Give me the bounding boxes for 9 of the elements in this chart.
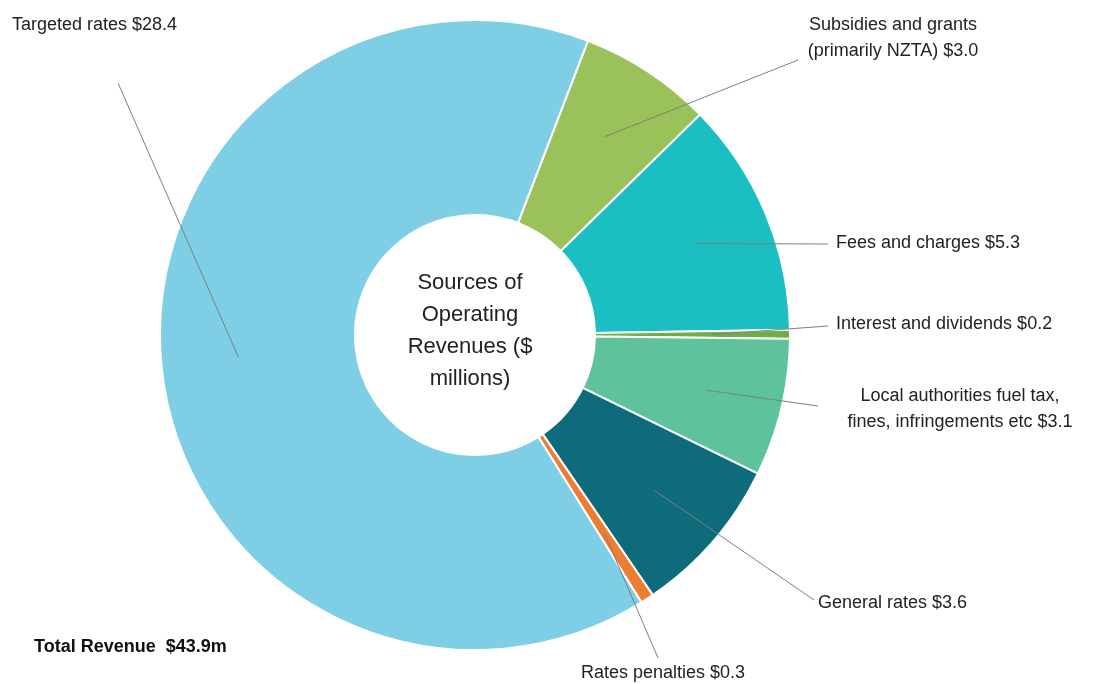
slice-label: Subsidies and grants (primarily NZTA) $3.0 bbox=[807, 14, 979, 60]
text: Total Revenue $43.9m bbox=[34, 636, 227, 657]
slice-label: Targeted rates $28.4 bbox=[12, 14, 178, 34]
slice-label: Local authorities fuel tax, fines, infringements etc $3.1 bbox=[847, 385, 1073, 431]
slice-label: General rates $3.6 bbox=[818, 592, 968, 612]
text: Sources of Operating Revenues ($ millions) bbox=[406, 268, 534, 392]
slice-label: Interest and dividends $0.2 bbox=[836, 313, 1053, 333]
slice-label: Fees and charges $5.3 bbox=[836, 232, 1021, 252]
slice-label: Rates penalties $0.3 bbox=[580, 662, 746, 682]
